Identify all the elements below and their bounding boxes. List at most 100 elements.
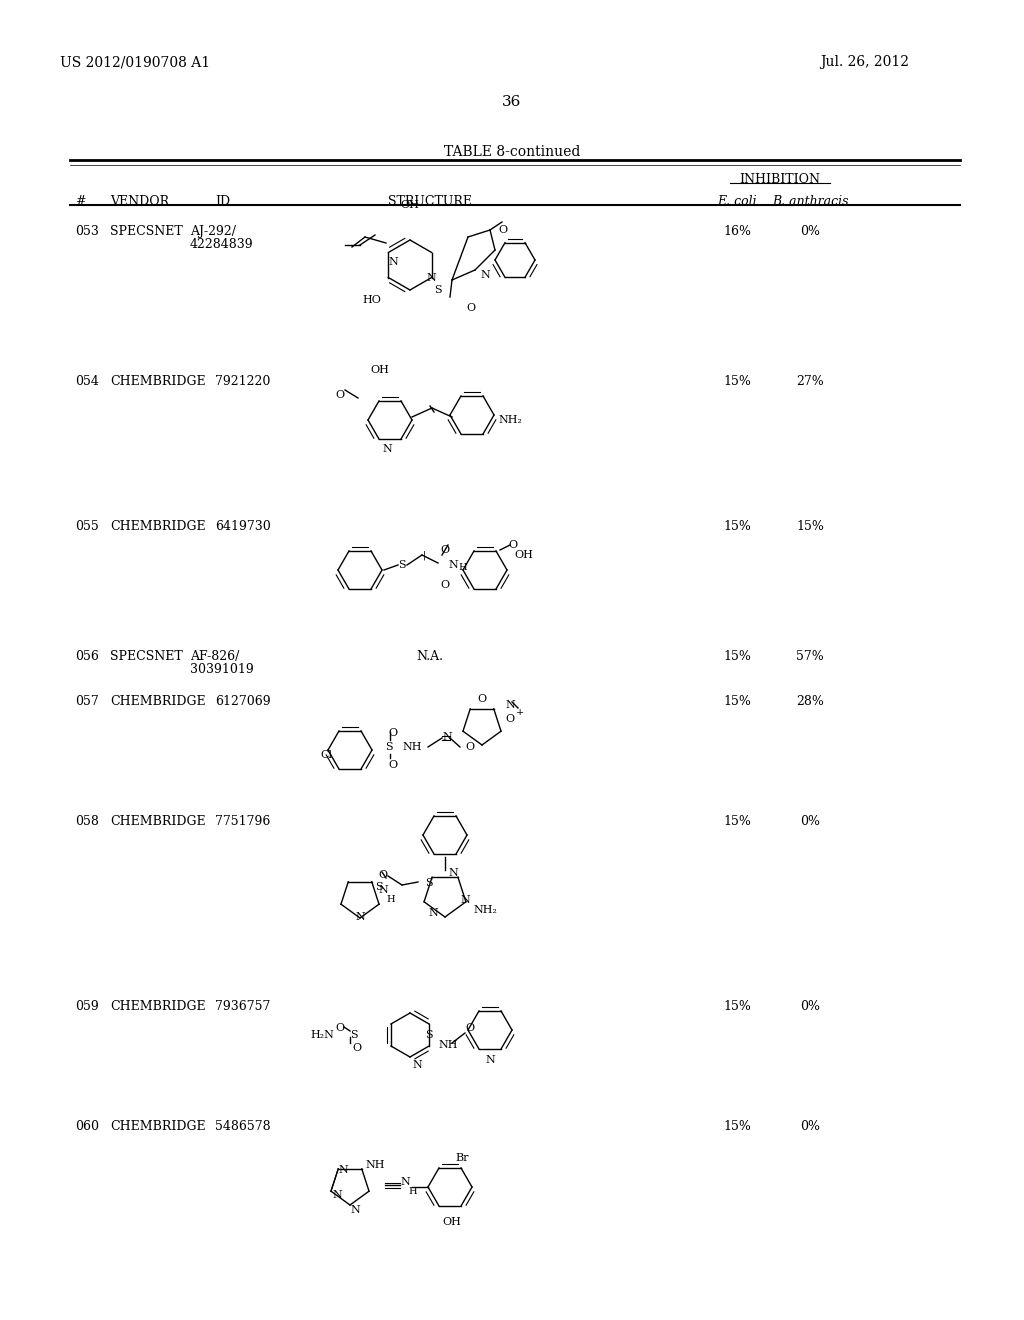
- Text: N: N: [449, 560, 458, 570]
- Text: O: O: [466, 304, 475, 313]
- Text: S: S: [425, 1030, 432, 1040]
- Text: AJ-292/: AJ-292/: [190, 224, 236, 238]
- Text: INHIBITION: INHIBITION: [739, 173, 820, 186]
- Text: N: N: [428, 908, 437, 917]
- Text: Jul. 26, 2012: Jul. 26, 2012: [820, 55, 909, 69]
- Text: S: S: [385, 742, 392, 752]
- Text: N: N: [378, 884, 388, 895]
- Text: 16%: 16%: [723, 224, 751, 238]
- Text: NH₂: NH₂: [473, 906, 497, 915]
- Text: N: N: [442, 733, 452, 742]
- Text: 6127069: 6127069: [215, 696, 270, 708]
- Text: N: N: [449, 869, 458, 878]
- Text: 055: 055: [75, 520, 98, 533]
- Text: 5486578: 5486578: [215, 1119, 270, 1133]
- Text: N.A.: N.A.: [417, 649, 443, 663]
- Text: O: O: [378, 870, 387, 880]
- Text: N: N: [332, 1191, 342, 1200]
- Text: OH: OH: [370, 366, 389, 375]
- Text: N: N: [400, 1177, 410, 1187]
- Text: AF-826/: AF-826/: [190, 649, 240, 663]
- Text: NH: NH: [438, 1040, 458, 1049]
- Text: H: H: [408, 1187, 417, 1196]
- Text: 27%: 27%: [796, 375, 824, 388]
- Text: N: N: [505, 700, 515, 710]
- Text: Cl: Cl: [319, 750, 332, 760]
- Text: HO: HO: [362, 294, 381, 305]
- Text: N: N: [338, 1166, 348, 1175]
- Text: N: N: [485, 1055, 495, 1065]
- Text: O: O: [505, 714, 514, 723]
- Text: 060: 060: [75, 1119, 99, 1133]
- Text: H: H: [458, 564, 467, 572]
- Text: STRUCTURE: STRUCTURE: [388, 195, 472, 209]
- Text: O: O: [388, 760, 397, 770]
- Text: N: N: [350, 1205, 359, 1214]
- Text: #: #: [75, 195, 85, 209]
- Text: 056: 056: [75, 649, 99, 663]
- Text: O: O: [335, 389, 344, 400]
- Text: N: N: [382, 444, 392, 454]
- Text: B. anthracis: B. anthracis: [772, 195, 848, 209]
- Text: 0%: 0%: [800, 224, 820, 238]
- Text: N: N: [460, 895, 470, 906]
- Text: 058: 058: [75, 814, 99, 828]
- Text: O: O: [477, 694, 486, 704]
- Text: 7921220: 7921220: [215, 375, 270, 388]
- Text: H₂N: H₂N: [310, 1030, 334, 1040]
- Text: 054: 054: [75, 375, 99, 388]
- Text: 15%: 15%: [796, 520, 824, 533]
- Text: O: O: [465, 1023, 474, 1034]
- Text: S: S: [375, 882, 383, 892]
- Text: O: O: [498, 224, 507, 235]
- Text: N: N: [426, 273, 436, 282]
- Text: SPECSNET: SPECSNET: [110, 649, 182, 663]
- Text: 059: 059: [75, 1001, 98, 1012]
- Text: 30391019: 30391019: [190, 663, 254, 676]
- Text: OH: OH: [400, 201, 420, 210]
- Text: S: S: [350, 1030, 357, 1040]
- Text: N: N: [388, 257, 397, 267]
- Text: OH: OH: [442, 1217, 461, 1228]
- Text: S: S: [425, 878, 432, 888]
- Text: 15%: 15%: [723, 696, 751, 708]
- Text: NH: NH: [402, 742, 422, 752]
- Text: Br: Br: [455, 1152, 469, 1163]
- Text: |: |: [423, 550, 426, 560]
- Text: O: O: [440, 579, 450, 590]
- Text: 28%: 28%: [796, 696, 824, 708]
- Text: 6419730: 6419730: [215, 520, 270, 533]
- Text: CHEMBRIDGE: CHEMBRIDGE: [110, 1119, 206, 1133]
- Text: OH: OH: [514, 550, 532, 560]
- Text: 7936757: 7936757: [215, 1001, 270, 1012]
- Text: US 2012/0190708 A1: US 2012/0190708 A1: [60, 55, 210, 69]
- Text: 0%: 0%: [800, 814, 820, 828]
- Text: O: O: [352, 1043, 361, 1053]
- Text: 15%: 15%: [723, 1001, 751, 1012]
- Text: SPECSNET: SPECSNET: [110, 224, 182, 238]
- Text: O: O: [465, 742, 474, 752]
- Text: H: H: [386, 895, 394, 904]
- Text: CHEMBRIDGE: CHEMBRIDGE: [110, 1001, 206, 1012]
- Text: NH: NH: [365, 1160, 384, 1170]
- Text: CHEMBRIDGE: CHEMBRIDGE: [110, 375, 206, 388]
- Text: NH₂: NH₂: [498, 414, 522, 425]
- Text: 15%: 15%: [723, 814, 751, 828]
- Text: S: S: [398, 560, 406, 570]
- Text: CHEMBRIDGE: CHEMBRIDGE: [110, 520, 206, 533]
- Text: 36: 36: [503, 95, 521, 110]
- Text: 42284839: 42284839: [190, 238, 254, 251]
- Text: 0%: 0%: [800, 1001, 820, 1012]
- Text: TABLE 8-continued: TABLE 8-continued: [443, 145, 581, 158]
- Text: 7751796: 7751796: [215, 814, 270, 828]
- Text: 15%: 15%: [723, 375, 751, 388]
- Text: N: N: [355, 912, 365, 921]
- Text: 0%: 0%: [800, 1119, 820, 1133]
- Text: 15%: 15%: [723, 649, 751, 663]
- Text: O: O: [440, 545, 450, 554]
- Text: +: +: [516, 708, 524, 717]
- Text: N: N: [480, 271, 489, 280]
- Text: N: N: [412, 1060, 422, 1071]
- Text: E. coli: E. coli: [717, 195, 757, 209]
- Text: S: S: [434, 285, 441, 294]
